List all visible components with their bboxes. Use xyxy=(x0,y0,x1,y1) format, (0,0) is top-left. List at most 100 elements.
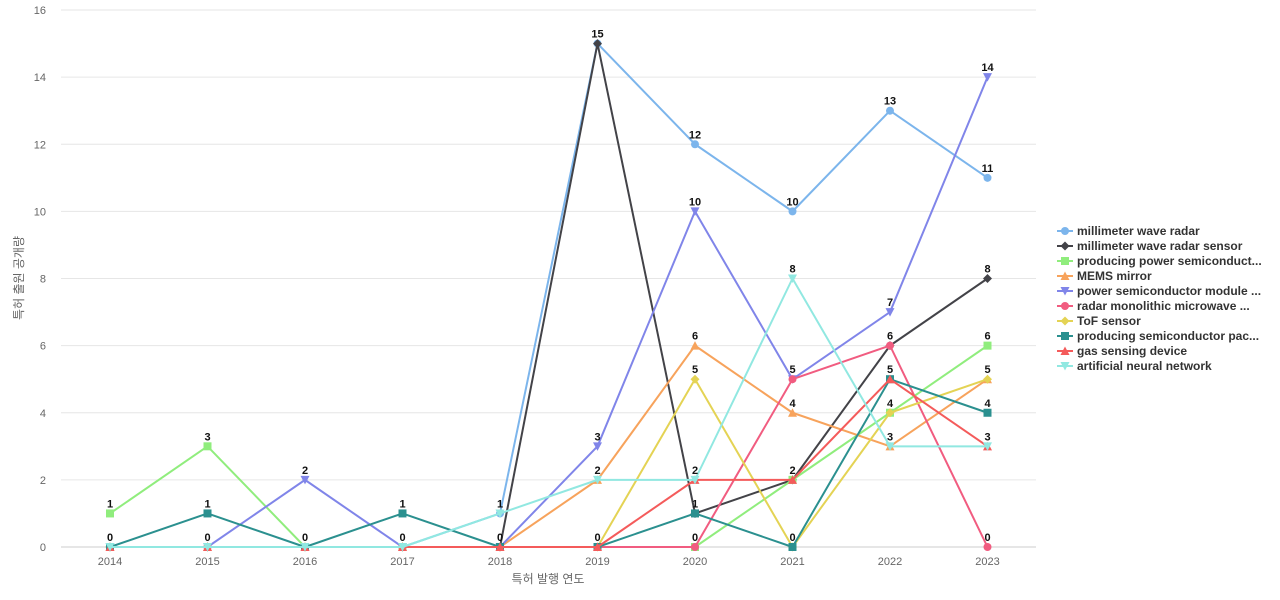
data-label: 3 xyxy=(887,431,893,443)
data-point xyxy=(203,442,212,451)
series-line xyxy=(109,76,989,548)
data-point xyxy=(983,341,992,350)
legend-marker xyxy=(1060,316,1070,326)
data-label: 5 xyxy=(887,364,893,376)
data-point xyxy=(691,509,699,518)
legend-marker xyxy=(1060,271,1070,280)
data-label: 3 xyxy=(594,431,600,443)
legend-label: producing semiconductor pac... xyxy=(1077,329,1259,343)
data-point xyxy=(788,475,797,484)
legend-marker xyxy=(1060,287,1070,296)
data-point xyxy=(788,543,797,551)
data-label: 6 xyxy=(887,331,893,343)
data-label: 5 xyxy=(789,364,795,376)
data-label: 10 xyxy=(689,196,701,208)
data-point xyxy=(300,475,310,485)
series-2 xyxy=(105,39,992,552)
y-tick-label: 12 xyxy=(34,139,46,151)
legend-item[interactable]: ToF sensor xyxy=(1057,314,1141,328)
data-label: 1 xyxy=(204,498,210,510)
legend-label: millimeter wave radar xyxy=(1077,224,1200,238)
legend-marker xyxy=(1060,241,1070,251)
series-4 xyxy=(105,341,992,551)
data-point xyxy=(886,341,894,350)
series-10 xyxy=(105,274,992,552)
y-tick-label: 16 xyxy=(34,5,46,17)
legend-item[interactable]: producing power semiconduct... xyxy=(1057,254,1262,268)
data-label: 13 xyxy=(884,96,896,108)
x-tick-label: 2023 xyxy=(975,556,999,568)
legend-marker xyxy=(1060,362,1070,371)
legend-item[interactable]: gas sensing device xyxy=(1057,344,1187,358)
data-point xyxy=(691,140,699,149)
data-point xyxy=(983,442,992,451)
data-label: 14 xyxy=(981,62,994,74)
data-label: 0 xyxy=(594,532,600,544)
data-point xyxy=(495,509,505,518)
series-line xyxy=(109,344,989,548)
data-point xyxy=(495,542,505,551)
data-point xyxy=(690,207,700,216)
legend-label: power semiconductor module ... xyxy=(1077,284,1261,298)
legend-item[interactable]: producing semiconductor pac... xyxy=(1057,329,1259,343)
series-line xyxy=(109,378,989,548)
x-tick-label: 2020 xyxy=(683,556,707,568)
y-tick-label: 4 xyxy=(40,408,46,420)
data-point xyxy=(690,341,700,350)
data-point xyxy=(885,374,895,384)
data-label: 0 xyxy=(692,532,698,544)
data-point xyxy=(885,408,895,418)
data-point xyxy=(788,375,797,384)
data-label: 0 xyxy=(204,532,210,544)
data-point xyxy=(788,408,797,417)
data-point xyxy=(398,543,407,552)
x-tick-label: 2015 xyxy=(195,556,219,568)
data-label: 6 xyxy=(692,331,698,343)
data-point xyxy=(203,509,212,518)
series-line xyxy=(109,277,989,548)
x-tick-label: 2017 xyxy=(390,556,414,568)
data-label: 1 xyxy=(692,498,698,510)
data-point xyxy=(690,374,700,384)
legend-marker xyxy=(1061,302,1069,310)
legend-item[interactable]: power semiconductor module ... xyxy=(1057,284,1261,298)
series-line xyxy=(109,344,989,548)
legend-marker xyxy=(1061,332,1069,340)
data-label: 0 xyxy=(984,532,990,544)
data-point xyxy=(983,73,992,82)
y-tick-label: 2 xyxy=(40,475,46,487)
legend-item[interactable]: millimeter wave radar sensor xyxy=(1057,239,1243,253)
data-label: 15 xyxy=(591,29,603,41)
series-line xyxy=(109,378,989,548)
data-label: 8 xyxy=(984,264,990,276)
legend-label: producing power semiconduct... xyxy=(1077,254,1262,268)
x-tick-label: 2021 xyxy=(780,556,804,568)
x-tick-label: 2014 xyxy=(98,556,122,568)
data-label: 4 xyxy=(887,398,894,410)
data-point xyxy=(105,543,115,552)
data-point xyxy=(983,543,992,551)
legend-item[interactable]: artificial neural network xyxy=(1057,359,1212,373)
y-tick-label: 0 xyxy=(40,542,46,554)
legend-label: millimeter wave radar sensor xyxy=(1077,239,1243,253)
series-8 xyxy=(106,375,992,551)
legend-label: ToF sensor xyxy=(1077,314,1141,328)
legend-item[interactable]: radar monolithic microwave ... xyxy=(1057,299,1250,313)
data-label: 2 xyxy=(789,465,795,477)
data-point xyxy=(593,39,602,49)
data-point xyxy=(300,543,310,552)
legend-marker xyxy=(1061,257,1069,265)
data-label: 5 xyxy=(984,364,990,376)
data-labels: 1031020101015320121065210108542013765431… xyxy=(107,29,995,544)
data-label: 0 xyxy=(789,532,795,544)
legend-item[interactable]: millimeter wave radar xyxy=(1057,224,1200,238)
data-label: 1 xyxy=(399,498,405,510)
x-tick-label: 2018 xyxy=(488,556,512,568)
legend-item[interactable]: MEMS mirror xyxy=(1057,269,1152,283)
data-label: 5 xyxy=(692,364,698,376)
legend-label: radar monolithic microwave ... xyxy=(1077,299,1250,313)
x-tick-label: 2019 xyxy=(585,556,609,568)
data-label: 3 xyxy=(204,431,210,443)
data-label: 11 xyxy=(982,163,994,175)
legend-marker xyxy=(1061,227,1069,235)
